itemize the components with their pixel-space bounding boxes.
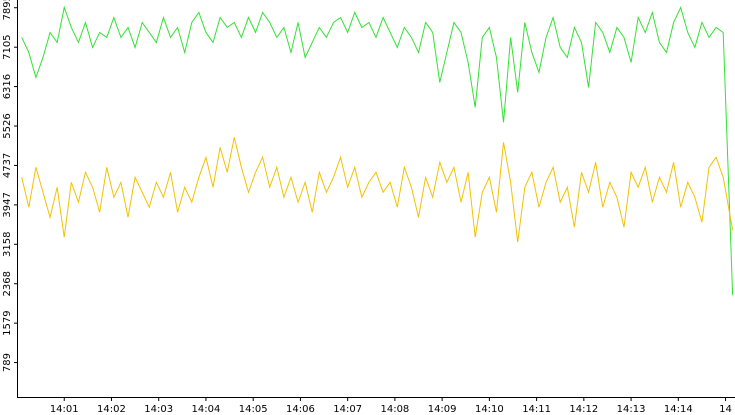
x-tick-label: 14:01: [50, 404, 79, 415]
y-tick-label: 1579: [2, 310, 13, 335]
x-tick-label: 14:11: [522, 404, 551, 415]
y-tick-label: 3947: [2, 192, 13, 217]
x-tick-label: 14:02: [97, 404, 126, 415]
y-tick-label: 2368: [2, 271, 13, 296]
x-tick-label: 14: [719, 404, 732, 415]
series-line: [21, 5, 734, 296]
x-tick-label: 14:04: [192, 404, 221, 415]
series-line: [21, 137, 734, 243]
x-tick-label: 14:09: [428, 404, 457, 415]
y-tick-label: 7105: [2, 34, 13, 59]
y-tick-label: 5526: [2, 113, 13, 138]
y-tick-label: 4737: [2, 153, 13, 178]
y-tick-label: 789: [2, 353, 13, 372]
x-tick-label: 14:07: [333, 404, 362, 415]
x-tick-label: 14:12: [569, 404, 598, 415]
x-tick-label: 14:10: [475, 404, 504, 415]
x-tick-label: 14:13: [617, 404, 646, 415]
x-tick-label: 14:14: [664, 404, 693, 415]
x-tick-label: 14:06: [286, 404, 315, 415]
y-tick-label: 6316: [2, 74, 13, 99]
x-tick-label: 14:08: [380, 404, 409, 415]
x-tick-label: 14:03: [144, 404, 173, 415]
y-tick-label: 3158: [2, 232, 13, 257]
y-tick-label: 7895: [2, 0, 13, 20]
x-tick-label: 14:05: [239, 404, 268, 415]
